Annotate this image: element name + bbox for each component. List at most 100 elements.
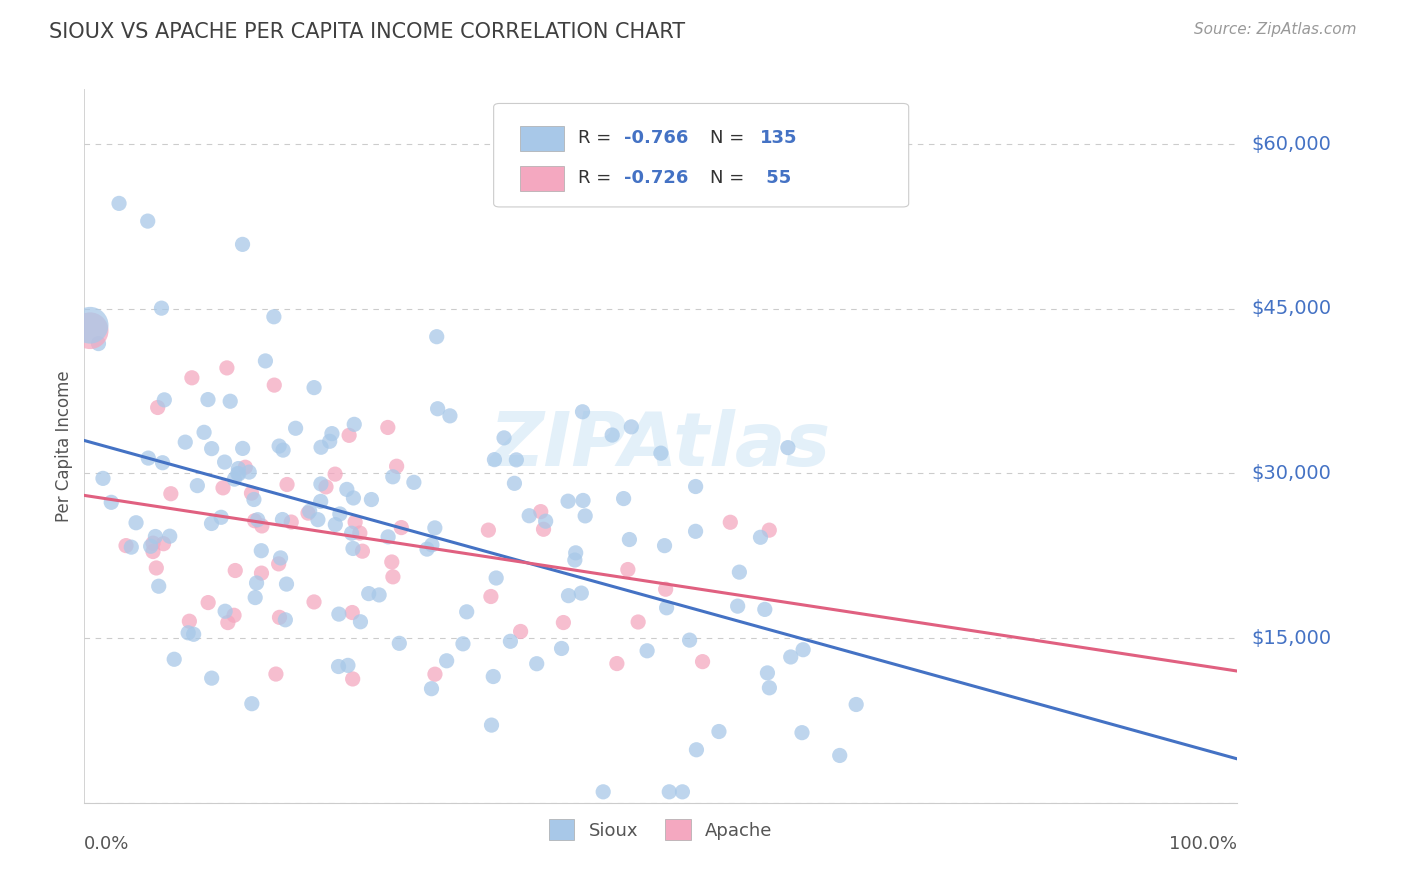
Text: R =: R = [578, 169, 617, 187]
Point [254, 354, 277, 368]
Point [509, 624, 531, 639]
Point [572, 493, 595, 508]
Text: N =: N = [710, 169, 751, 187]
Point [381, 470, 404, 484]
Y-axis label: Per Capita Income: Per Capita Income [55, 370, 73, 522]
Point [201, 442, 224, 456]
Point [274, 613, 297, 627]
Point [243, 492, 266, 507]
Point [153, 392, 176, 407]
Point [654, 582, 676, 597]
Text: N =: N = [710, 129, 751, 147]
Point [654, 539, 676, 553]
Point [494, 431, 516, 445]
Point [828, 748, 851, 763]
Point [420, 538, 443, 552]
Point [87, 336, 110, 351]
Point [150, 301, 173, 315]
Point [550, 641, 572, 656]
Point [349, 615, 371, 629]
Point [315, 480, 337, 494]
Point [226, 467, 249, 481]
Point [569, 586, 592, 600]
Point [79, 324, 101, 338]
Point [517, 508, 540, 523]
Point [758, 523, 780, 537]
Point [228, 467, 250, 481]
Point [142, 536, 165, 550]
Point [342, 606, 364, 620]
Point [91, 471, 114, 485]
Point [436, 654, 458, 668]
Text: R =: R = [578, 129, 617, 147]
Point [271, 443, 294, 458]
Point [263, 310, 285, 324]
Point [270, 550, 292, 565]
Point [349, 526, 371, 541]
Point [219, 394, 242, 409]
Point [298, 504, 321, 518]
Point [534, 514, 557, 528]
Point [484, 452, 506, 467]
Point [159, 529, 181, 543]
Point [342, 541, 364, 556]
Point [323, 517, 346, 532]
Point [183, 627, 205, 641]
Point [426, 401, 449, 416]
Point [388, 636, 411, 650]
Point [222, 608, 245, 623]
Point [749, 530, 772, 544]
Point [758, 681, 780, 695]
Point [297, 506, 319, 520]
Point [214, 455, 236, 469]
Point [267, 557, 290, 571]
Point [553, 615, 575, 630]
Text: 55: 55 [761, 169, 792, 187]
Point [250, 519, 273, 533]
Point [530, 505, 553, 519]
Point [564, 546, 586, 560]
Point [329, 507, 352, 521]
Point [685, 524, 707, 539]
Point [718, 516, 741, 530]
Point [200, 516, 222, 531]
Point [613, 491, 636, 506]
Point [136, 451, 159, 466]
Point [328, 659, 350, 673]
Point [136, 214, 159, 228]
Point [146, 401, 169, 415]
Point [754, 602, 776, 616]
Bar [520, 166, 564, 191]
Point [309, 494, 332, 508]
Point [342, 672, 364, 686]
Point [302, 595, 325, 609]
Point [845, 698, 868, 712]
Text: $15,000: $15,000 [1251, 629, 1331, 648]
Point [658, 785, 681, 799]
Point [389, 520, 412, 534]
Point [302, 381, 325, 395]
Point [377, 530, 399, 544]
Point [307, 513, 329, 527]
Point [505, 453, 527, 467]
Point [344, 515, 367, 529]
Point [526, 657, 548, 671]
Point [381, 570, 404, 584]
Point [620, 420, 643, 434]
Point [600, 428, 623, 442]
Point [108, 196, 131, 211]
Point [139, 539, 162, 553]
Point [250, 543, 273, 558]
Point [240, 697, 263, 711]
Point [233, 460, 256, 475]
Point [280, 515, 302, 529]
Point [160, 487, 183, 501]
Point [163, 652, 186, 666]
Point [619, 533, 641, 547]
Point [377, 420, 399, 434]
Point [343, 417, 366, 432]
Point [284, 421, 307, 435]
Text: ZIPAtlas: ZIPAtlas [491, 409, 831, 483]
Point [228, 461, 250, 475]
Point [232, 442, 254, 456]
